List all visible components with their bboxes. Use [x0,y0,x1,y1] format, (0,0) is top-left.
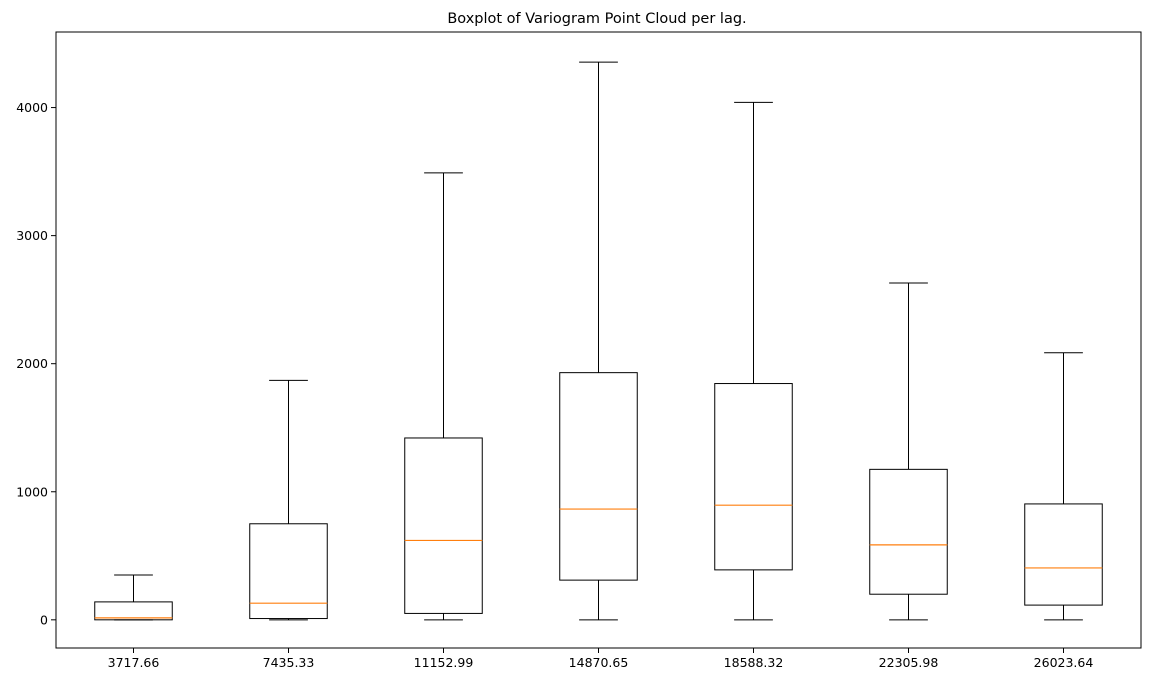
y-tick-label: 3000 [16,228,48,243]
box-iqr [1024,503,1103,606]
x-tick-label: 26023.64 [1034,655,1094,670]
chart-title: Boxplot of Variogram Point Cloud per lag… [447,11,746,27]
x-tick-label: 18588.32 [724,655,784,670]
box-iqr [559,372,638,581]
plot-area: 0 1000 2000 3000 4000 3717.66 7435.33 11152.99 1… [16,61,1103,670]
x-tick-label: 7435.33 [263,655,315,670]
box-iqr [249,523,328,620]
y-tick-label: 4000 [16,100,48,115]
box-iqr [714,383,793,571]
box-iqr [869,468,948,595]
y-tick-label: 1000 [16,484,48,499]
x-tick-label: 3717.66 [108,655,160,670]
y-tick-label: 0 [40,612,48,627]
axes-frame [55,31,1142,649]
box-iqr [94,601,173,621]
y-tick-label: 2000 [16,356,48,371]
x-tick-label: 11152.99 [414,655,474,670]
x-tick-label: 14870.65 [569,655,629,670]
box-iqr [404,437,483,614]
x-tick-label: 22305.98 [879,655,939,670]
